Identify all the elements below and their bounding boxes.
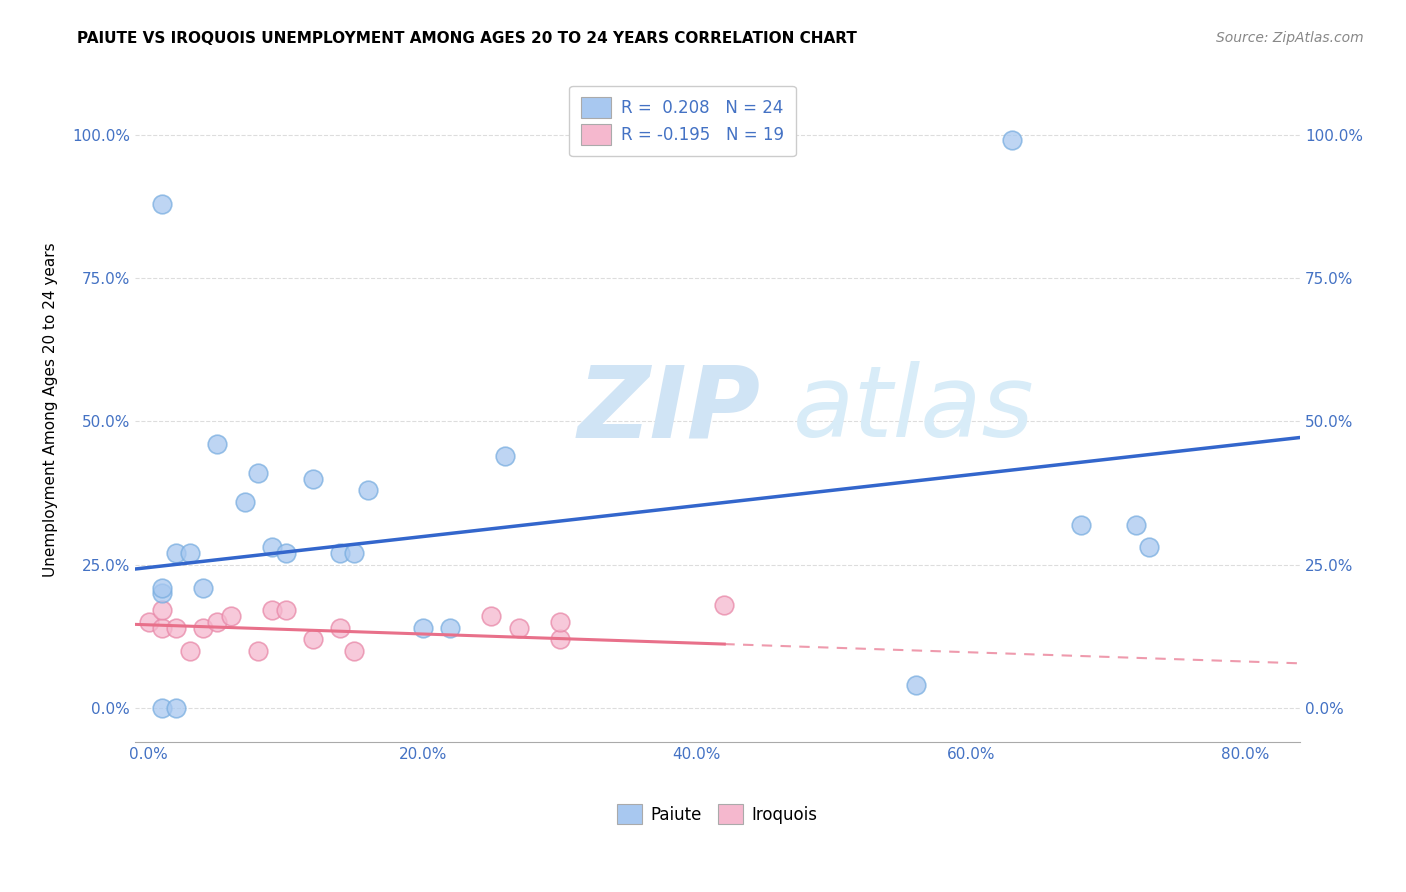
Point [165, 546, 187, 560]
Point [1125, 517, 1147, 532]
Point [343, 643, 366, 657]
Point [179, 546, 201, 560]
Point [343, 546, 366, 560]
Point [1070, 517, 1092, 532]
Point [260, 603, 283, 617]
Text: ZIP: ZIP [578, 361, 761, 458]
Point [247, 466, 270, 480]
Point [179, 643, 201, 657]
Point [150, 581, 173, 595]
Point [302, 472, 325, 486]
Point [165, 701, 187, 715]
Point [548, 615, 571, 629]
Point [150, 621, 173, 635]
Point [193, 621, 215, 635]
Point [329, 546, 352, 560]
Point [302, 632, 325, 647]
Legend: Paiute, Iroquois: Paiute, Iroquois [610, 797, 824, 830]
Point [905, 678, 928, 692]
Text: atlas: atlas [793, 361, 1035, 458]
Point [412, 621, 434, 635]
Point [150, 196, 173, 211]
Point [165, 621, 187, 635]
Text: Source: ZipAtlas.com: Source: ZipAtlas.com [1216, 31, 1364, 45]
Point [439, 621, 461, 635]
Point [274, 603, 297, 617]
Point [150, 603, 173, 617]
Point [233, 494, 256, 508]
Point [357, 483, 380, 497]
Point [247, 643, 270, 657]
Point [205, 615, 228, 629]
Point [1137, 541, 1160, 555]
Point [713, 598, 735, 612]
Point [508, 621, 530, 635]
Point [479, 609, 502, 624]
Point [150, 701, 173, 715]
Text: PAIUTE VS IROQUOIS UNEMPLOYMENT AMONG AGES 20 TO 24 YEARS CORRELATION CHART: PAIUTE VS IROQUOIS UNEMPLOYMENT AMONG AG… [77, 31, 858, 46]
Point [494, 449, 516, 463]
Point [260, 541, 283, 555]
Point [138, 615, 160, 629]
Point [150, 586, 173, 600]
Point [1001, 133, 1024, 147]
Point [329, 621, 352, 635]
Y-axis label: Unemployment Among Ages 20 to 24 years: Unemployment Among Ages 20 to 24 years [44, 243, 58, 577]
Point [193, 581, 215, 595]
Point [274, 546, 297, 560]
Point [219, 609, 242, 624]
Point [548, 632, 571, 647]
Point [205, 437, 228, 451]
